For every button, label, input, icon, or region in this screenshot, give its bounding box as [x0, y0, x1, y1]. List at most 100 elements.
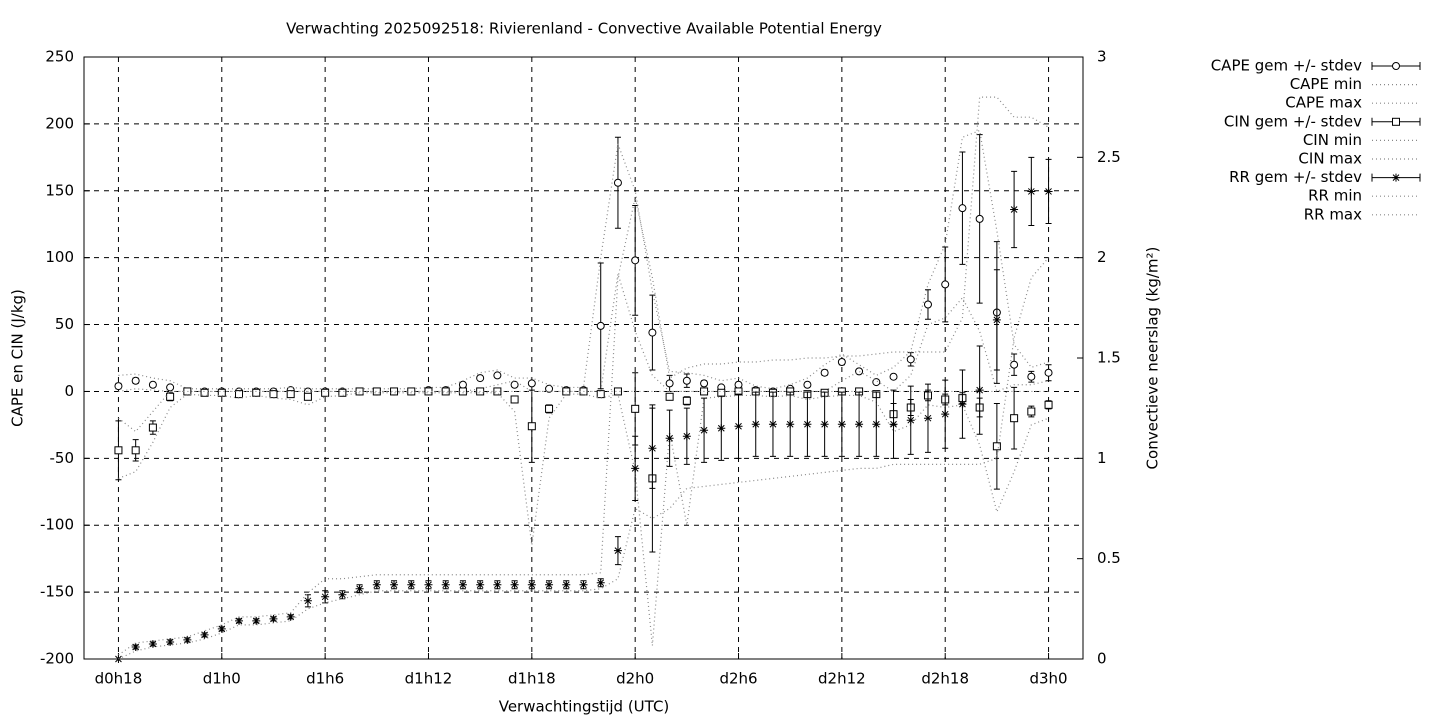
- point: [441, 580, 450, 589]
- point: [217, 624, 226, 633]
- point: [252, 616, 261, 625]
- point: [717, 388, 726, 397]
- y-tick-label: -100: [40, 516, 74, 534]
- point: [148, 639, 157, 648]
- point: [510, 380, 519, 389]
- point: [1010, 360, 1019, 369]
- point: [803, 420, 812, 429]
- point: [734, 422, 743, 431]
- point: [1044, 187, 1053, 196]
- x-tick-label: d1h0: [203, 670, 241, 688]
- point: [682, 396, 691, 405]
- point: [355, 584, 364, 593]
- point: [751, 420, 760, 429]
- point: [148, 380, 157, 389]
- legend-label: CIN min: [1303, 131, 1362, 149]
- point: [200, 388, 209, 397]
- point: [992, 442, 1001, 451]
- point: [458, 380, 467, 389]
- point: [992, 315, 1001, 324]
- y-tick-label: 0: [64, 382, 74, 400]
- point: [235, 390, 244, 399]
- point: [303, 392, 312, 401]
- point: [613, 387, 622, 396]
- point: [906, 355, 915, 364]
- x-tick-label: d1h6: [306, 670, 344, 688]
- range-line: [118, 273, 1049, 393]
- range-line: [118, 390, 1049, 433]
- point: [1027, 187, 1036, 196]
- point: [321, 388, 330, 397]
- point: [252, 388, 261, 397]
- point: [923, 414, 932, 423]
- point: [114, 382, 123, 391]
- point: [1044, 368, 1053, 377]
- point: [338, 590, 347, 599]
- legend-label: CAPE max: [1285, 94, 1362, 112]
- point: [682, 376, 691, 385]
- point: [217, 388, 226, 397]
- point: [631, 404, 640, 413]
- y2-tick-label: 0: [1097, 650, 1107, 668]
- y2-tick-label: 3: [1097, 48, 1107, 66]
- point: [803, 380, 812, 389]
- y-tick-label: 250: [45, 48, 74, 66]
- point: [372, 580, 381, 589]
- point: [889, 420, 898, 429]
- point: [923, 300, 932, 309]
- y-tick-label: 200: [45, 114, 74, 132]
- point: [303, 596, 312, 605]
- point: [596, 390, 605, 399]
- legend-marker: [1392, 173, 1400, 182]
- point: [837, 420, 846, 429]
- point: [407, 387, 416, 396]
- point: [768, 420, 777, 429]
- point: [476, 580, 485, 589]
- x-tick-label: d2h18: [921, 670, 969, 688]
- point: [1010, 414, 1019, 423]
- point: [131, 446, 140, 455]
- point: [631, 256, 640, 265]
- point: [321, 592, 330, 601]
- point: [596, 321, 605, 330]
- point: [613, 178, 622, 187]
- range-line: [118, 96, 1049, 656]
- point: [958, 400, 967, 409]
- x-tick-label: d1h18: [508, 670, 556, 688]
- legend-label: CIN gem +/- stdev: [1224, 112, 1362, 130]
- range-line: [118, 392, 1049, 646]
- y2-tick-label: 2.5: [1097, 148, 1121, 166]
- point: [717, 424, 726, 433]
- point: [596, 578, 605, 587]
- y-tick-label: -200: [40, 650, 74, 668]
- x-tick-label: d2h12: [818, 670, 866, 688]
- point: [837, 358, 846, 367]
- point: [906, 416, 915, 425]
- point: [734, 380, 743, 389]
- point: [958, 204, 967, 213]
- point: [941, 410, 950, 419]
- y2-tick-label: 1: [1097, 449, 1107, 467]
- point: [700, 426, 709, 435]
- point: [458, 580, 467, 589]
- point: [286, 390, 295, 399]
- point: [424, 580, 433, 589]
- point: [631, 464, 640, 473]
- point: [183, 387, 192, 396]
- point: [131, 642, 140, 651]
- legend-marker: [1392, 62, 1400, 70]
- point: [183, 635, 192, 644]
- y2-tick-label: 2: [1097, 248, 1107, 266]
- point: [665, 434, 674, 443]
- y-tick-label: -150: [40, 583, 74, 601]
- point: [1010, 205, 1019, 214]
- legend-label: CIN max: [1298, 150, 1362, 168]
- point: [407, 580, 416, 589]
- point: [855, 420, 864, 429]
- point: [235, 616, 244, 625]
- legend-label: CAPE min: [1290, 75, 1362, 93]
- y-tick-label: -50: [50, 449, 75, 467]
- point: [131, 376, 140, 385]
- point: [441, 387, 450, 396]
